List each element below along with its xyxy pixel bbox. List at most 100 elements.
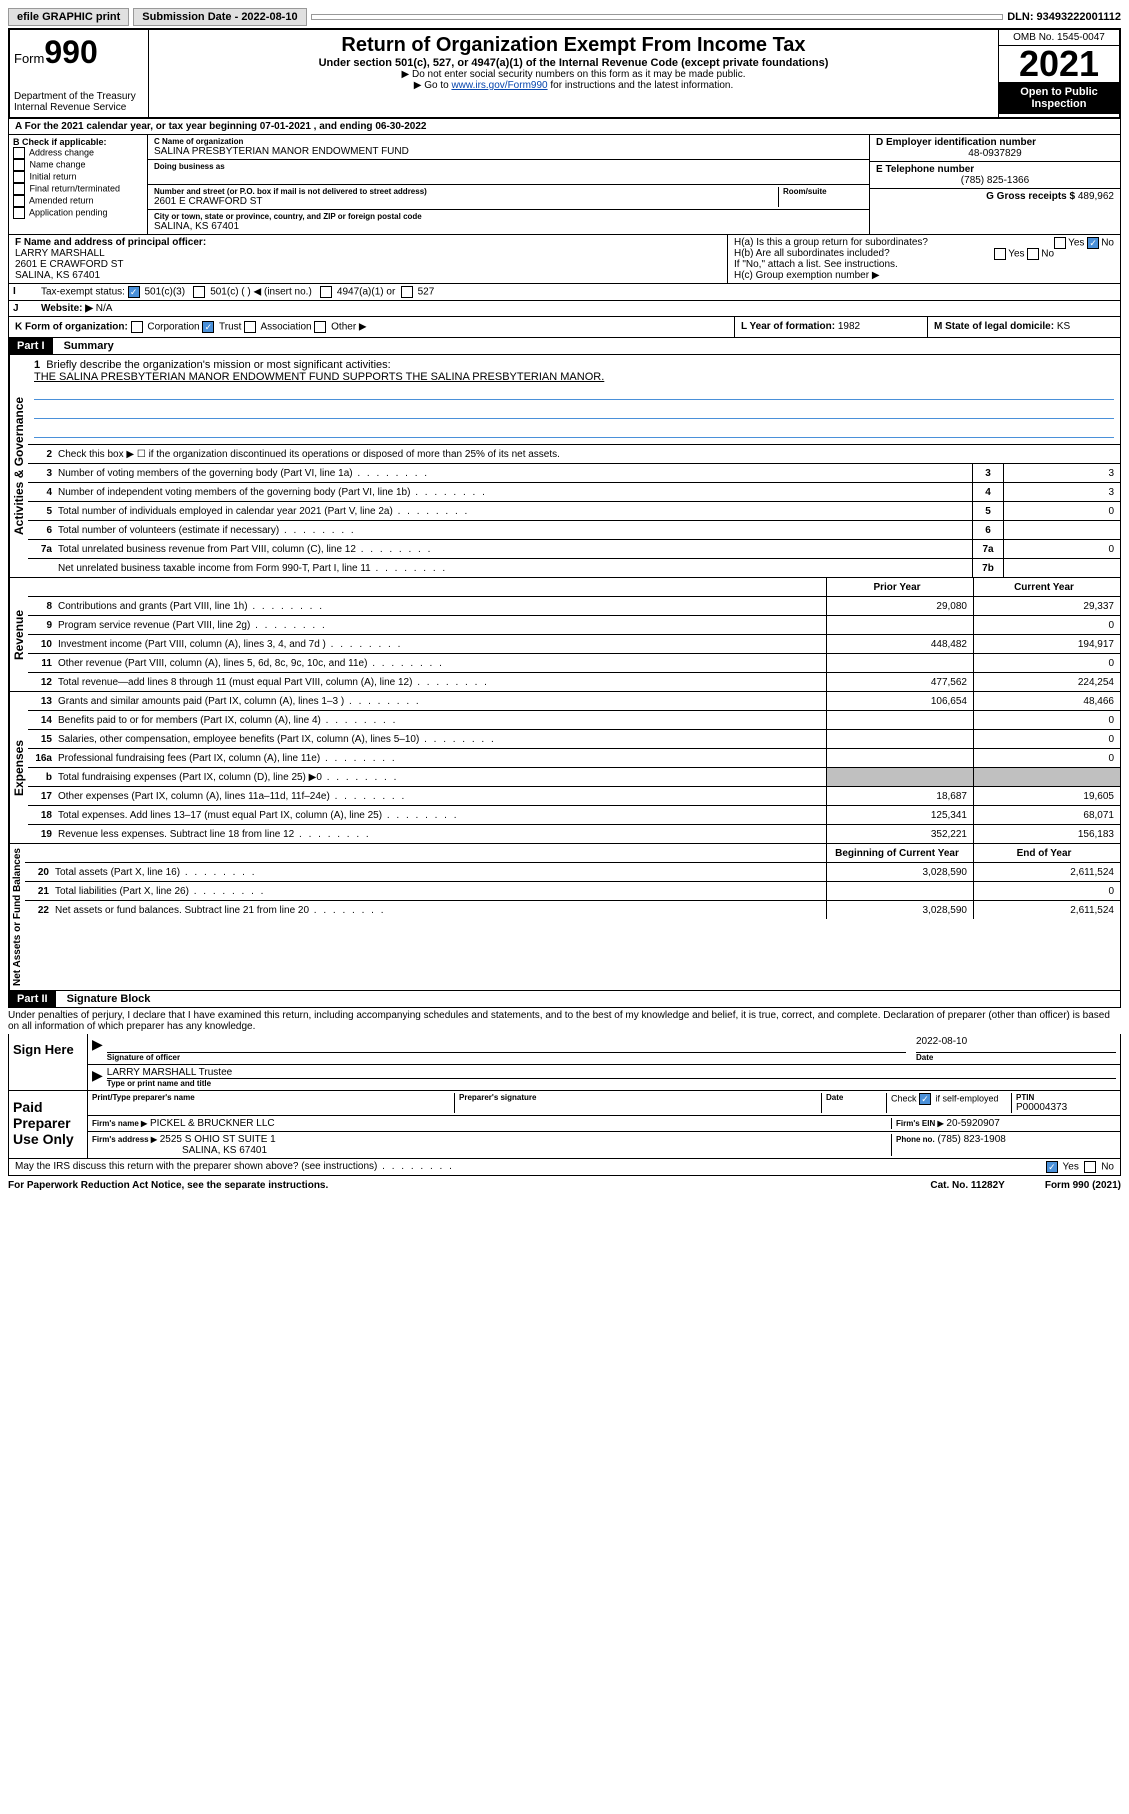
firm-ein: 20-5920907	[946, 1118, 999, 1129]
line-13: 13Grants and similar amounts paid (Part …	[28, 692, 1120, 711]
ha-line: H(a) Is this a group return for subordin…	[734, 237, 1114, 248]
col-current: Current Year	[973, 578, 1120, 596]
m-row: M State of legal domicile: KS	[927, 317, 1120, 337]
note-link: ▶ Go to www.irs.gov/Form990 for instruct…	[153, 80, 994, 91]
check-501c3[interactable]	[128, 286, 140, 298]
line-8: 8Contributions and grants (Part VIII, li…	[28, 597, 1120, 616]
line-5: 5Total number of individuals employed in…	[28, 502, 1120, 521]
penalties-text: Under penalties of perjury, I declare th…	[8, 1008, 1121, 1034]
section-net: Net Assets or Fund Balances	[9, 844, 25, 990]
line-14: 14Benefits paid to or for members (Part …	[28, 711, 1120, 730]
line1-label: Briefly describe the organization's miss…	[46, 359, 390, 371]
hb-line: H(b) Are all subordinates included? Yes …	[734, 248, 1114, 259]
ptin-value: P00004373	[1016, 1102, 1116, 1113]
col-prior: Prior Year	[826, 578, 973, 596]
efile-btn[interactable]: efile GRAPHIC print	[8, 8, 129, 26]
check-initial-return[interactable]: Initial return	[13, 171, 143, 183]
l-row: L Year of formation: 1982	[734, 317, 927, 337]
tax-year: 2021	[999, 46, 1119, 82]
line-10: 10Investment income (Part VIII, column (…	[28, 635, 1120, 654]
form-label: Form990	[14, 34, 144, 71]
officer-addr1: 2601 E CRAWFORD ST	[15, 259, 124, 270]
line-22: 22Net assets or fund balances. Subtract …	[25, 901, 1120, 919]
line-b: bTotal fundraising expenses (Part IX, co…	[28, 768, 1120, 787]
part1-header: Part I	[9, 338, 53, 354]
form-title: Return of Organization Exempt From Incom…	[153, 34, 994, 57]
form-subtitle: Under section 501(c), 527, or 4947(a)(1)…	[153, 57, 994, 69]
submission-date: Submission Date - 2022-08-10	[133, 8, 306, 26]
gross-value: 489,962	[1078, 191, 1114, 202]
line-19: 19Revenue less expenses. Subtract line 1…	[28, 825, 1120, 843]
website-row: Website: ▶ N/A	[37, 301, 1120, 316]
footer-mid: Cat. No. 11282Y	[930, 1180, 1004, 1191]
sig-date: 2022-08-10	[916, 1036, 1116, 1053]
line-4: 4Number of independent voting members of…	[28, 483, 1120, 502]
street-address: 2601 E CRAWFORD ST	[154, 196, 778, 207]
inspection-badge: Open to Public Inspection	[999, 82, 1119, 114]
section-expenses: Expenses	[9, 692, 28, 843]
dept-treasury: Department of the Treasury Internal Reve…	[14, 91, 144, 113]
line-20: 20Total assets (Part X, line 16)3,028,59…	[25, 863, 1120, 882]
may-irs-row: May the IRS discuss this return with the…	[8, 1159, 1121, 1176]
firm-addr1: 2525 S OHIO ST SUITE 1	[160, 1134, 276, 1145]
line-9: 9Program service revenue (Part VIII, lin…	[28, 616, 1120, 635]
spacer	[311, 14, 1004, 20]
check-final-return-terminated[interactable]: Final return/terminated	[13, 183, 143, 195]
addr-label: Number and street (or P.O. box if mail i…	[154, 187, 778, 196]
line-7b: Net unrelated business taxable income fr…	[28, 559, 1120, 577]
c-name-label: C Name of organization	[154, 137, 863, 146]
city-label: City or town, state or province, country…	[154, 212, 863, 221]
form-header: Form990 Department of the Treasury Inter…	[8, 28, 1121, 119]
note-ssn: ▶ Do not enter social security numbers o…	[153, 69, 994, 80]
h-note: If "No," attach a list. See instructions…	[734, 259, 1114, 270]
officer-name: LARRY MARSHALL	[15, 248, 105, 259]
line-3: 3Number of voting members of the governi…	[28, 464, 1120, 483]
col-b-checks: B Check if applicable: Address change Na…	[9, 135, 148, 234]
section-revenue: Revenue	[9, 578, 28, 691]
check-address-change[interactable]: Address change	[13, 147, 143, 159]
line-17: 17Other expenses (Part IX, column (A), l…	[28, 787, 1120, 806]
type-name-label: Type or print name and title	[107, 1079, 1116, 1088]
period-line: A For the 2021 calendar year, or tax yea…	[9, 119, 1120, 135]
firm-name: PICKEL & BRUCKNER LLC	[150, 1118, 275, 1129]
line2: Check this box ▶ ☐ if the organization d…	[58, 447, 1120, 462]
line-12: 12Total revenue—add lines 8 through 11 (…	[28, 673, 1120, 691]
sign-here-label: Sign Here	[9, 1034, 88, 1090]
line-16a: 16aProfessional fundraising fees (Part I…	[28, 749, 1120, 768]
line-15: 15Salaries, other compensation, employee…	[28, 730, 1120, 749]
f-label: F Name and address of principal officer:	[15, 237, 206, 248]
footer-right: Form 990 (2021)	[1045, 1180, 1121, 1191]
dba-label: Doing business as	[154, 162, 863, 171]
part1-title: Summary	[56, 340, 114, 352]
irs-link[interactable]: www.irs.gov/Form990	[451, 80, 547, 91]
mission-text: THE SALINA PRESBYTERIAN MANOR ENDOWMENT …	[34, 371, 604, 383]
officer-addr2: SALINA, KS 67401	[15, 270, 100, 281]
officer-printed: LARRY MARSHALL Trustee	[107, 1067, 1116, 1079]
hc-line: H(c) Group exemption number ▶	[734, 270, 1114, 281]
k-row: K Form of organization: Corporation Trus…	[9, 317, 734, 337]
check-name-change[interactable]: Name change	[13, 159, 143, 171]
footer-left: For Paperwork Reduction Act Notice, see …	[8, 1180, 328, 1191]
self-employed: Check if self-employed	[887, 1093, 1012, 1113]
firm-addr2: SALINA, KS 67401	[92, 1145, 267, 1156]
dln: DLN: 93493222001112	[1007, 11, 1121, 23]
room-label: Room/suite	[783, 187, 863, 196]
line-21: 21Total liabilities (Part X, line 26)0	[25, 882, 1120, 901]
check-amended-return[interactable]: Amended return	[13, 195, 143, 207]
line-7a: 7aTotal unrelated business revenue from …	[28, 540, 1120, 559]
city-state-zip: SALINA, KS 67401	[154, 221, 863, 232]
gross-label: G Gross receipts $	[986, 191, 1075, 202]
phone-label: E Telephone number	[876, 164, 1114, 175]
org-name: SALINA PRESBYTERIAN MANOR ENDOWMENT FUND	[154, 146, 863, 157]
line-11: 11Other revenue (Part VIII, column (A), …	[28, 654, 1120, 673]
check-application-pending[interactable]: Application pending	[13, 207, 143, 219]
top-bar: efile GRAPHIC print Submission Date - 20…	[8, 8, 1121, 26]
date-label: Date	[916, 1053, 1116, 1062]
sig-officer-label: Signature of officer	[107, 1053, 906, 1062]
line-18: 18Total expenses. Add lines 13–17 (must …	[28, 806, 1120, 825]
section-governance: Activities & Governance	[9, 355, 28, 577]
ein-value: 48-0937829	[876, 148, 1114, 159]
firm-phone: (785) 823-1908	[937, 1134, 1005, 1145]
page-footer: For Paperwork Reduction Act Notice, see …	[8, 1176, 1121, 1191]
col-end: End of Year	[973, 844, 1120, 862]
